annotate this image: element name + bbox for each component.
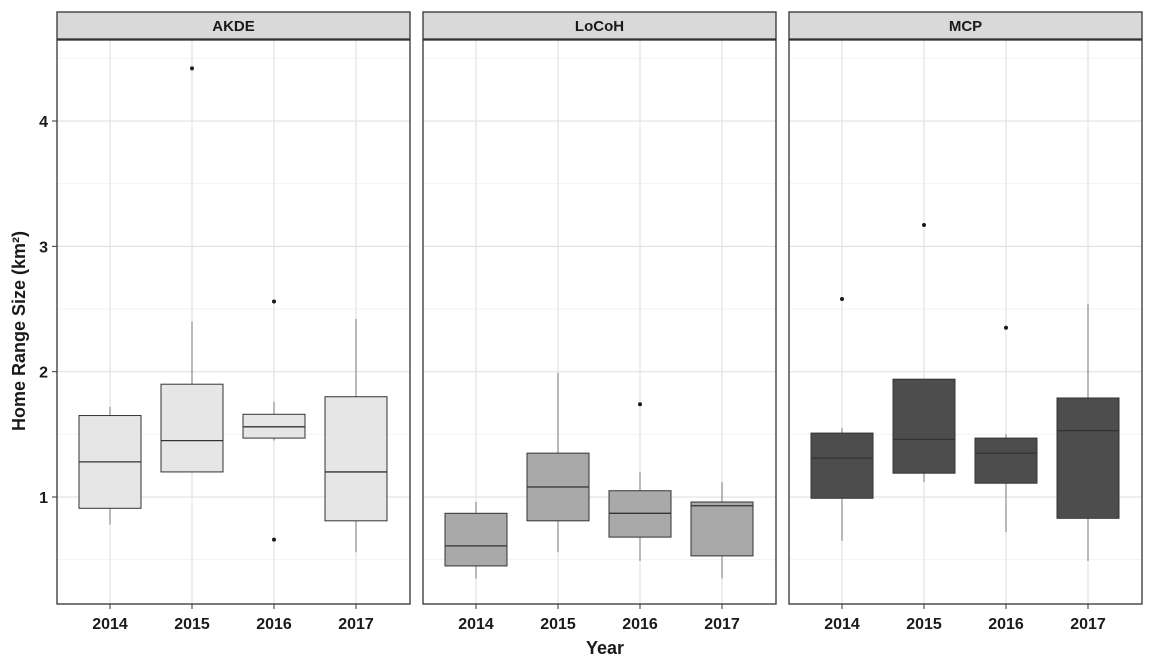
facet-strip (56, 11, 411, 40)
x-tick-label: 2016 (256, 616, 292, 633)
y-tick-label: 2 (39, 365, 48, 382)
box-2014 (810, 432, 874, 499)
y-tick-label: 4 (39, 114, 48, 131)
y-tick-label: 1 (39, 490, 48, 507)
box-2014 (444, 512, 508, 567)
outlier-point (190, 66, 194, 71)
x-tick-label: 2014 (824, 616, 860, 633)
x-tick-label: 2015 (906, 616, 942, 633)
x-tick-label: 2017 (1070, 616, 1106, 633)
plot-area: 1 2 3 4 AKDE 2014 2015 2016 2017 LoCoH 2014 2015 201… (39, 11, 1143, 633)
facet-panel-locoh: LoCoH 2014 2015 2016 2017 (422, 11, 777, 633)
facet-panel-akde: AKDE 2014 2015 2016 2017 (56, 11, 411, 633)
x-tick-label: 2016 (988, 616, 1024, 633)
facet-strip-label: AKDE (212, 18, 255, 35)
facet-strip (422, 11, 777, 40)
facet-strip (788, 11, 1143, 40)
outlier-point (272, 299, 276, 304)
facet-panel-mcp: MCP 2014 2015 2016 2017 (788, 11, 1143, 633)
x-tick-label: 2017 (338, 616, 374, 633)
x-tick-label: 2016 (622, 616, 658, 633)
x-tick-label: 2017 (704, 616, 740, 633)
x-axis-title: Year (586, 638, 624, 658)
box-2016 (974, 437, 1038, 484)
outlier-point (638, 402, 642, 407)
outlier-point (1004, 325, 1008, 330)
outlier-point (840, 296, 844, 301)
panel-border (56, 39, 411, 605)
box-2015 (160, 383, 224, 473)
x-tick-label: 2015 (540, 616, 576, 633)
x-tick-label: 2015 (174, 616, 210, 633)
facet-strip-label: LoCoH (575, 18, 624, 35)
box-2017 (690, 501, 754, 557)
facet-strip-label: MCP (949, 18, 982, 35)
panel-border (788, 39, 1143, 605)
y-tick-label: 3 (39, 239, 48, 256)
y-axis-title: Home Range Size (km²) (9, 231, 29, 431)
outlier-point (272, 537, 276, 542)
box-2017 (1056, 397, 1120, 519)
panel-border (422, 39, 777, 605)
x-tick-label: 2014 (92, 616, 128, 633)
box-2017 (324, 396, 388, 522)
box-2015 (892, 378, 956, 474)
outlier-point (922, 223, 926, 228)
x-tick-label: 2014 (458, 616, 494, 633)
